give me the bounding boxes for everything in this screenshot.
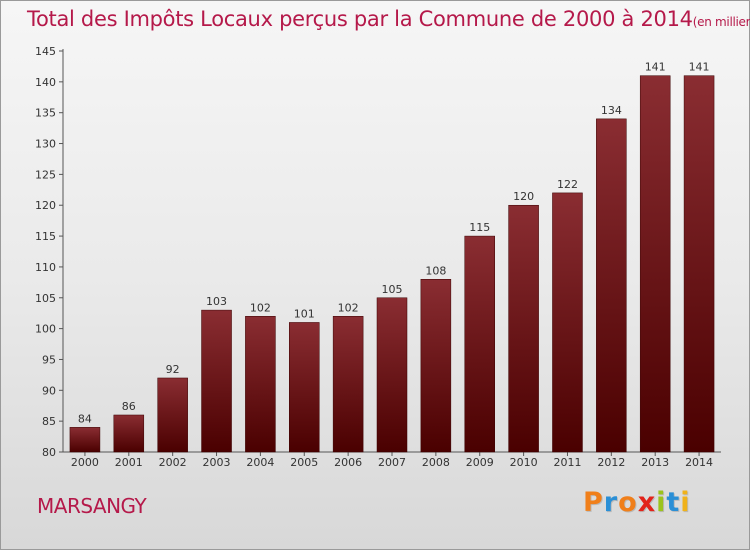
x-tick-label: 2005: [290, 456, 318, 469]
bar-value-label: 102: [338, 301, 359, 314]
x-tick-label: 2010: [510, 456, 538, 469]
bar-value-label: 122: [557, 178, 578, 191]
x-tick-label: 2013: [641, 456, 669, 469]
bar-value-label: 102: [250, 301, 271, 314]
chart-title-text: Total des Impôts Locaux perçus par la Co…: [27, 7, 693, 31]
bar-value-label: 115: [469, 221, 490, 234]
bar-value-label: 134: [601, 104, 622, 117]
bar-value-label: 141: [645, 61, 666, 74]
bar-value-label: 101: [294, 307, 315, 320]
y-tick-label: 120: [35, 199, 56, 212]
y-tick-label: 90: [42, 384, 56, 397]
bar-value-label: 141: [689, 61, 710, 74]
y-tick-label: 130: [35, 138, 56, 151]
x-tick-label: 2009: [466, 456, 494, 469]
bar: [596, 118, 627, 453]
x-tick-label: 2012: [597, 456, 625, 469]
x-tick-label: 2014: [685, 456, 713, 469]
y-tick-label: 135: [35, 107, 56, 120]
bar-value-label: 84: [78, 412, 92, 425]
bar: [420, 279, 452, 453]
y-tick-label: 110: [35, 261, 56, 274]
y-tick-label: 95: [42, 353, 56, 366]
y-tick-label: 100: [35, 323, 56, 336]
logo-letter: i: [656, 487, 667, 518]
y-tick-label: 85: [42, 415, 56, 428]
y-tick-label: 80: [42, 446, 56, 459]
bar-value-label: 103: [206, 295, 227, 308]
chart-axes: 80 85 90 95 100 105 110 115 120 125 130 135 140 145 20…: [35, 45, 721, 469]
x-tick-label: 2006: [334, 456, 362, 469]
x-tick-label: 2011: [553, 456, 581, 469]
x-tick-label: 2000: [71, 456, 99, 469]
bar: [201, 309, 232, 453]
logo-letter: x: [637, 487, 657, 518]
y-tick-label: 115: [35, 230, 56, 243]
bar: [376, 297, 408, 453]
bar-value-label: 92: [166, 363, 180, 376]
bar-value-label: 86: [122, 400, 136, 413]
x-tick-label: 2003: [203, 456, 231, 469]
x-tick-label: 2007: [378, 456, 406, 469]
y-tick-label: 105: [35, 292, 56, 305]
logo-letter: t: [666, 487, 681, 518]
bar: [683, 75, 715, 453]
y-tick-label: 145: [35, 45, 56, 58]
y-tick-label: 125: [35, 168, 56, 181]
bar-chart: 80 85 90 95 100 105 110 115 120 125 130 135 140 145 20…: [35, 45, 721, 469]
proxiti-logo: Proxiti: [583, 487, 691, 518]
bar: [332, 316, 364, 453]
chart-title-unit: (en milliers d'€): [692, 15, 750, 29]
bar: [639, 75, 671, 453]
logo-letter: P: [583, 487, 604, 518]
bar: [113, 414, 145, 453]
bar: [157, 377, 188, 453]
chart-title: Total des Impôts Locaux perçus par la Co…: [27, 7, 750, 31]
x-tick-label: 2004: [246, 456, 274, 469]
bar: [508, 204, 539, 453]
bar: [552, 192, 583, 453]
bar-value-label: 105: [382, 283, 403, 296]
logo-letter: i: [680, 487, 691, 518]
bar: [289, 322, 320, 453]
commune-name: MARSANGY: [37, 494, 147, 518]
logo-letter: o: [618, 487, 638, 518]
y-tick-label: 140: [35, 76, 56, 89]
bar-value-label: 108: [425, 264, 446, 277]
chart-value-labels: 84 86 92 103 102 101 102 105 108 115 120 122 134 141 1…: [78, 61, 710, 426]
bar: [69, 427, 101, 453]
x-tick-label: 2008: [422, 456, 450, 469]
x-tick-label: 2002: [159, 456, 187, 469]
chart-bars: [69, 75, 715, 453]
x-tick-label: 2001: [115, 456, 143, 469]
bar: [245, 316, 276, 453]
logo-letter: r: [603, 487, 619, 518]
bar: [464, 235, 495, 453]
bar-value-label: 120: [513, 190, 534, 203]
